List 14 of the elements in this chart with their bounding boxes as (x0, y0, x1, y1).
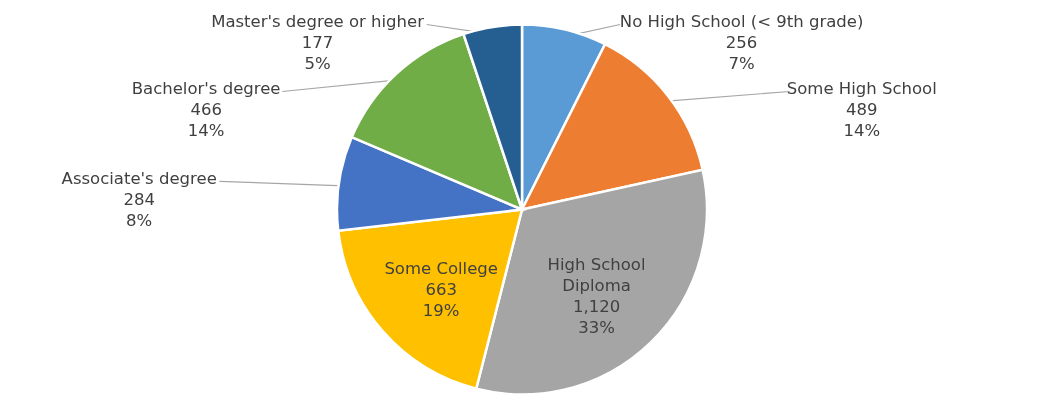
data-label: 466 14% (187, 100, 225, 140)
data-label: 1,120 33% (572, 297, 621, 338)
slice-label: Some College (384, 259, 498, 279)
data-label: 256 7% (725, 33, 758, 73)
slice-label: Master's degree or higher (211, 12, 425, 31)
slice-label: Associate's degree (61, 168, 217, 188)
slice-label: High School Diploma (547, 255, 646, 296)
data-label: 663 19% (422, 280, 460, 321)
data-label: 284 8% (123, 189, 155, 230)
slice-label: Bachelor's degree (131, 79, 281, 98)
slice-label: No High School (< 9th grade) (619, 12, 864, 31)
data-label: 177 5% (301, 33, 334, 73)
data-label: 489 14% (843, 100, 881, 140)
slice-label: Some High School (786, 79, 937, 98)
